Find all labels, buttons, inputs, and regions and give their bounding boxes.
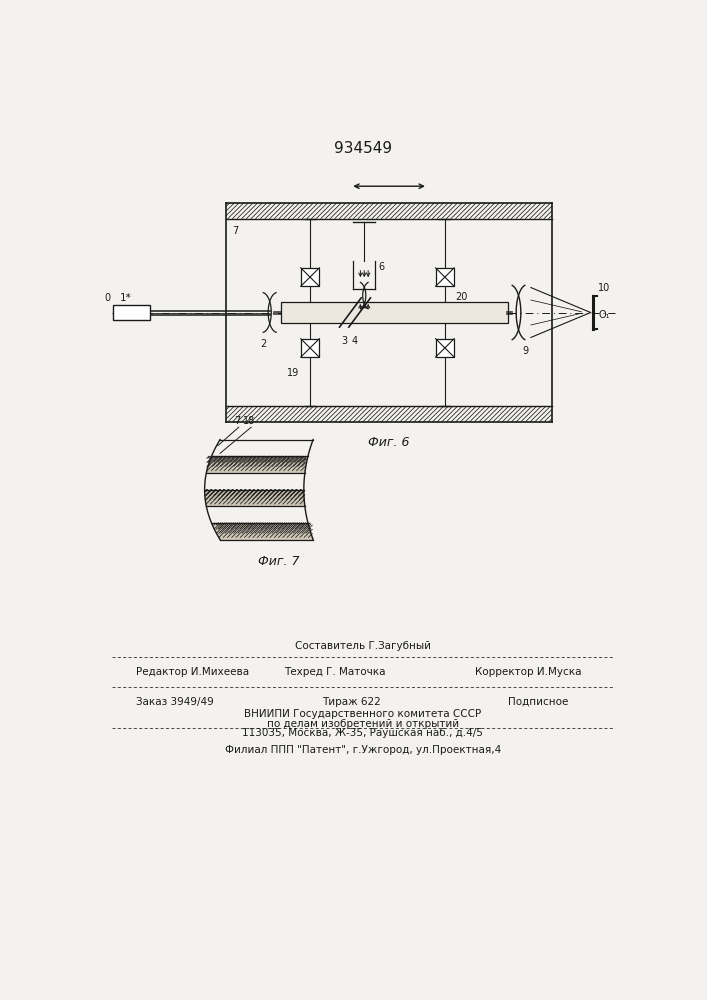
Text: Заказ 3949/49: Заказ 3949/49	[136, 697, 214, 707]
Bar	[281, 302, 508, 323]
Text: 10: 10	[598, 283, 611, 293]
Polygon shape	[204, 490, 305, 506]
Text: Фиг. 7: Фиг. 7	[257, 555, 299, 568]
Text: 6: 6	[378, 262, 385, 272]
Text: 18: 18	[243, 416, 256, 426]
Text: 7: 7	[234, 416, 240, 426]
Bar	[436, 339, 454, 357]
Text: 113035, Москва, Ж-35, Раушская наб., д.4/5: 113035, Москва, Ж-35, Раушская наб., д.4…	[243, 728, 483, 738]
Bar	[226, 203, 552, 219]
Text: 20: 20	[456, 292, 468, 302]
Polygon shape	[206, 506, 308, 523]
Text: 3: 3	[341, 336, 347, 346]
Text: Филиал ППП "Патент", г.Ужгород, ул.Проектная,4: Филиал ППП "Патент", г.Ужгород, ул.Проек…	[225, 745, 501, 755]
Text: 2: 2	[260, 339, 267, 349]
Bar	[226, 406, 552, 422]
Text: 4: 4	[352, 336, 358, 346]
Text: ВНИИПИ Государственного комитета СССР: ВНИИПИ Государственного комитета СССР	[244, 709, 481, 719]
Text: 0: 0	[105, 293, 111, 303]
Polygon shape	[206, 456, 308, 473]
Bar	[300, 339, 320, 357]
Text: Составитель Г.Загубный: Составитель Г.Загубный	[295, 641, 431, 651]
Text: O₁: O₁	[598, 310, 610, 320]
Polygon shape	[204, 473, 305, 490]
Text: Подписное: Подписное	[508, 697, 568, 707]
Bar	[300, 268, 320, 286]
Text: Фиг. 6: Фиг. 6	[368, 436, 410, 449]
Bar	[113, 305, 151, 320]
Text: 9: 9	[522, 346, 529, 356]
Text: 7: 7	[233, 226, 239, 236]
Polygon shape	[211, 523, 313, 540]
Text: 19: 19	[287, 368, 299, 378]
Bar	[436, 268, 454, 286]
Text: 1*: 1*	[119, 293, 131, 303]
Polygon shape	[211, 440, 313, 456]
Text: Техред Г. Маточка: Техред Г. Маточка	[284, 667, 385, 677]
Text: по делам изобретений и открытий: по делам изобретений и открытий	[267, 719, 459, 729]
Text: Редактор И.Михеева: Редактор И.Михеева	[136, 667, 250, 677]
Text: Тираж 622: Тираж 622	[322, 697, 381, 707]
Text: 934549: 934549	[334, 141, 392, 156]
Text: Корректор И.Муска: Корректор И.Муска	[475, 667, 582, 677]
